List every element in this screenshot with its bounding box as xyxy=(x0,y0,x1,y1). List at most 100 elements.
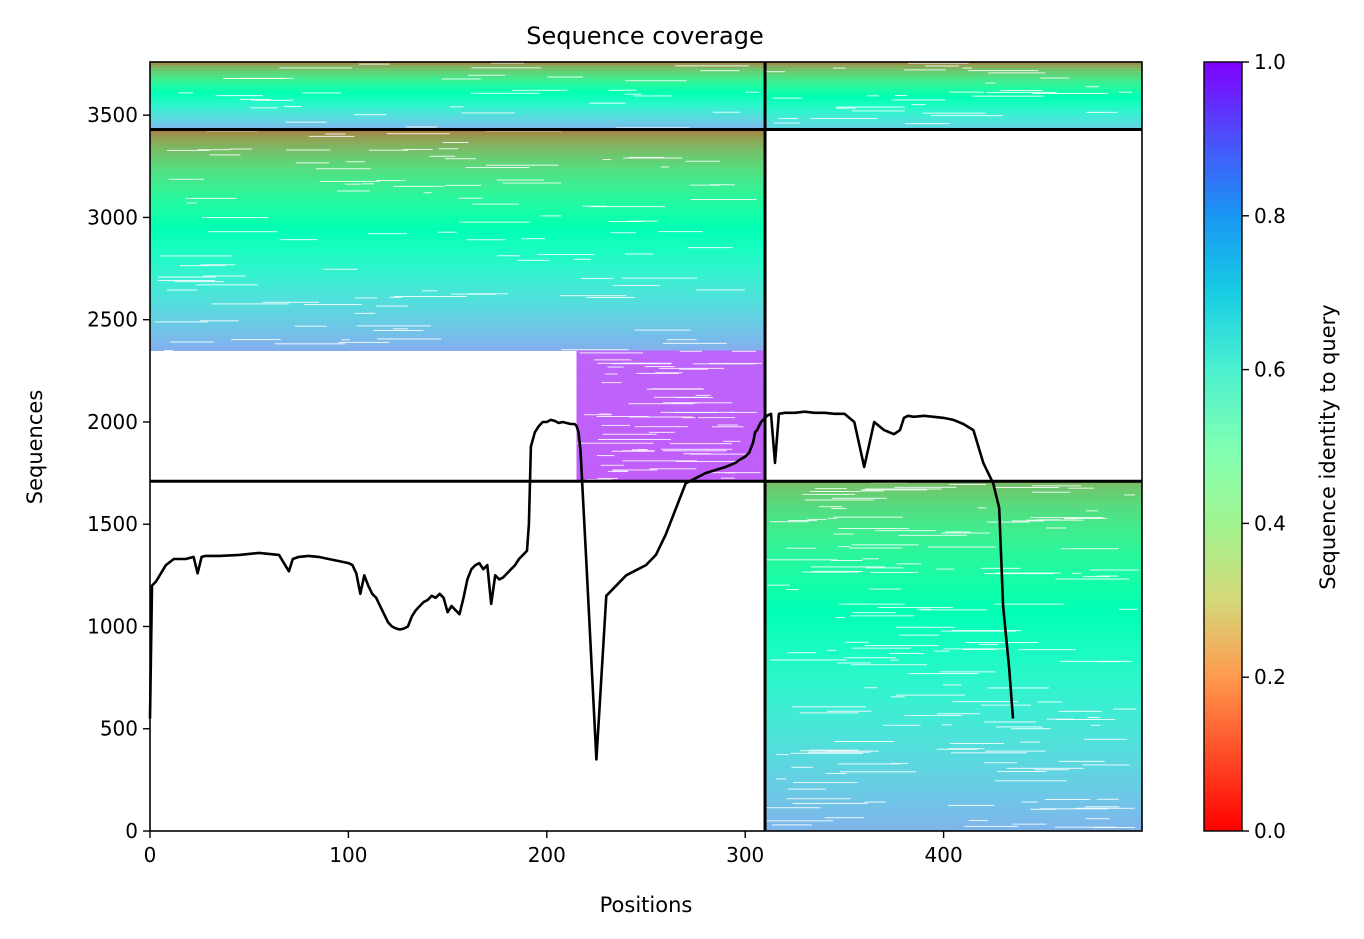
gap-line xyxy=(864,687,878,689)
gap-line xyxy=(931,115,1004,117)
gap-line xyxy=(199,320,239,322)
gap-line xyxy=(765,820,834,822)
gap-line xyxy=(308,135,355,137)
gap-line xyxy=(925,65,960,67)
heatmap-strip xyxy=(576,475,766,479)
heatmap-strip xyxy=(150,108,766,112)
heatmap-strip xyxy=(150,275,766,280)
heatmap-strip xyxy=(765,89,1142,94)
gap-line xyxy=(986,91,1057,93)
heatmap-strip xyxy=(150,86,766,91)
y-tick-label: 500 xyxy=(100,717,138,741)
heatmap-strip xyxy=(765,594,1142,599)
gap-line xyxy=(827,649,836,651)
heatmap-strip xyxy=(576,353,766,357)
gap-line xyxy=(406,126,437,128)
heatmap-strip xyxy=(765,101,1142,106)
gap-line xyxy=(547,76,584,78)
heatmap-strip xyxy=(765,810,1142,814)
gap-line xyxy=(229,148,253,150)
heatmap-strip xyxy=(765,547,1142,551)
heatmap-strip xyxy=(765,517,1142,521)
heatmap-strip xyxy=(765,795,1142,799)
gap-line xyxy=(967,70,1039,72)
gap-line xyxy=(368,149,409,151)
gap-line xyxy=(875,530,936,532)
gap-line xyxy=(1064,517,1107,519)
gap-line xyxy=(601,382,622,384)
gap-line xyxy=(579,352,644,354)
heatmap-strip xyxy=(576,427,766,432)
gap-line xyxy=(787,652,817,654)
gap-line xyxy=(769,521,809,523)
gap-line xyxy=(449,106,464,108)
heatmap-strip xyxy=(765,68,1142,72)
heatmap-strip xyxy=(150,195,766,199)
gap-line xyxy=(941,532,991,534)
gap-line xyxy=(819,506,843,508)
y-tick-label: 1500 xyxy=(87,512,138,536)
heatmap-strip xyxy=(765,621,1142,626)
gap-line xyxy=(1084,738,1127,740)
heatmap-strip xyxy=(150,302,766,307)
heatmap-strip xyxy=(150,101,766,106)
heatmap-strip xyxy=(150,278,766,283)
heatmap-strip xyxy=(150,242,766,247)
heatmap-strip xyxy=(765,561,1142,566)
gap-line xyxy=(376,305,409,307)
heatmap-strip xyxy=(765,511,1142,515)
heatmap-strip xyxy=(765,77,1142,82)
gap-line xyxy=(851,110,905,112)
gap-line xyxy=(728,411,758,413)
heatmap-strip xyxy=(765,792,1142,796)
gap-line xyxy=(589,102,626,104)
gap-line xyxy=(628,403,695,405)
heatmap-strip xyxy=(765,789,1142,793)
gap-line xyxy=(403,148,433,150)
gap-line xyxy=(1096,798,1119,800)
heatmap-strip xyxy=(765,520,1142,524)
gap-line xyxy=(895,626,955,628)
coverage-line xyxy=(148,410,1015,761)
gap-line xyxy=(948,748,985,750)
gap-line xyxy=(442,142,469,144)
gap-line xyxy=(486,164,559,166)
gap-line xyxy=(698,417,735,419)
heatmap-strip xyxy=(765,558,1142,563)
gap-line xyxy=(941,724,952,726)
heatmap-strip xyxy=(765,544,1142,548)
heatmap-strip xyxy=(765,648,1142,653)
gap-line xyxy=(987,72,1046,74)
heatmap-strip xyxy=(765,98,1142,103)
heatmap-strip xyxy=(765,723,1142,727)
gap-line xyxy=(788,520,818,522)
gap-line xyxy=(766,807,821,809)
heatmap-strip xyxy=(150,92,766,97)
heatmap-strip xyxy=(765,675,1142,680)
gap-line xyxy=(429,155,456,157)
heatmap-strip xyxy=(150,260,766,265)
gap-line xyxy=(907,62,969,64)
gap-line xyxy=(709,184,735,186)
heatmap-strip xyxy=(576,374,766,378)
heatmap-strip xyxy=(765,666,1142,671)
heatmap-strip xyxy=(576,457,766,462)
gap-line xyxy=(612,469,658,471)
heatmap-strip xyxy=(150,114,766,118)
gap-line xyxy=(765,71,785,73)
heatmap-strip xyxy=(150,308,766,313)
gap-line xyxy=(200,264,236,266)
heatmap-strip xyxy=(765,705,1142,710)
gap-line xyxy=(1124,494,1135,496)
gap-line xyxy=(1032,491,1071,493)
gap-line xyxy=(833,533,854,535)
gap-line xyxy=(644,366,675,368)
heatmap-strip xyxy=(765,780,1142,784)
gap-line xyxy=(658,231,703,233)
heatmap-strip xyxy=(150,257,766,262)
heatmap-strip xyxy=(150,347,766,351)
colorbar xyxy=(1203,61,1243,832)
gap-line xyxy=(898,534,968,536)
y-tick-label: 1000 xyxy=(87,614,138,638)
heatmap-strip xyxy=(576,463,766,467)
